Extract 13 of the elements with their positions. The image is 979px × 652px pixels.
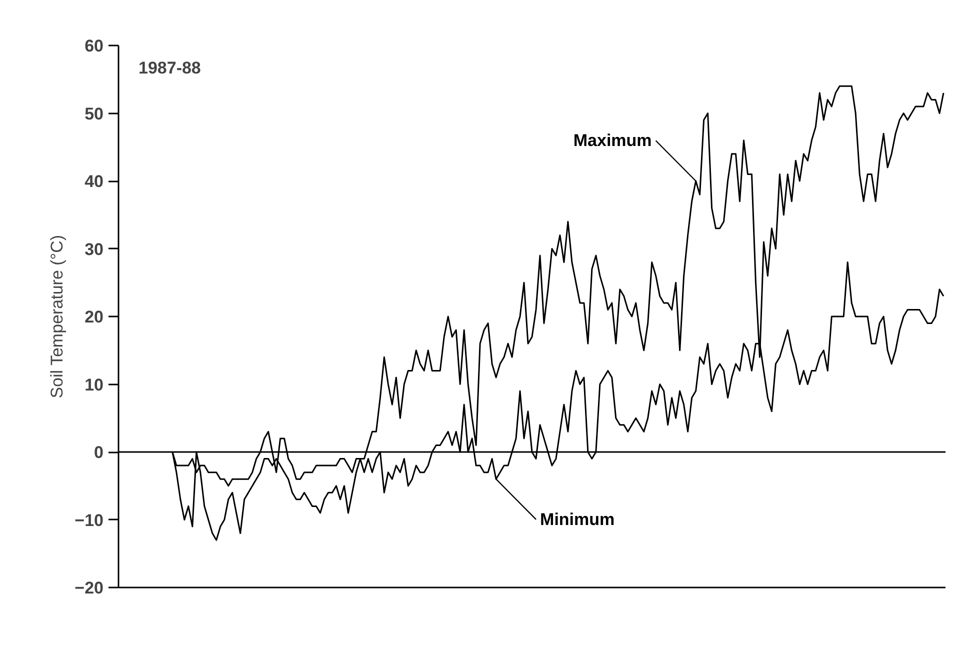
y-tick-label: −10 bbox=[74, 510, 104, 530]
text: Minimum bbox=[540, 510, 615, 529]
y-axis-title: Soil Temperature (°C) bbox=[48, 234, 67, 398]
y-tick-label: 50 bbox=[84, 104, 104, 124]
y-tick-label: −20 bbox=[74, 578, 104, 598]
y-tick-label: 20 bbox=[84, 308, 104, 326]
y-tick-label: 60 bbox=[84, 36, 104, 56]
y-tick-label: 30 bbox=[84, 240, 104, 259]
y-tick-label: 10 bbox=[84, 375, 104, 394]
y-tick-label: 0 bbox=[94, 443, 104, 462]
text: Maximum bbox=[573, 131, 652, 150]
y-tick-label: 40 bbox=[84, 172, 104, 191]
annotation: 1987-88 bbox=[138, 58, 201, 78]
